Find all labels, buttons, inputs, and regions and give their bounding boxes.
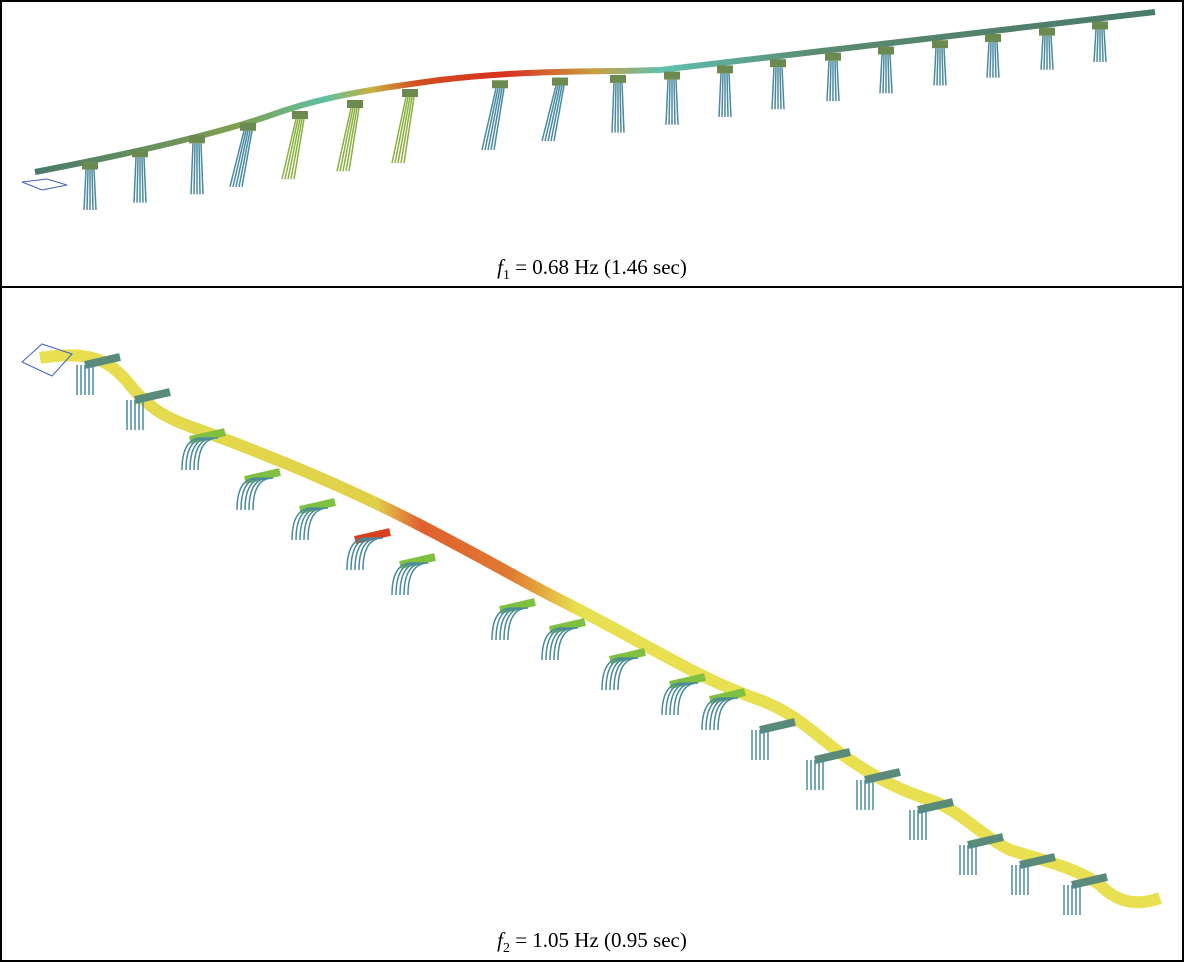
caption: f1 = 0.68 Hz (1.46 sec) — [0, 255, 1184, 284]
pier — [191, 143, 193, 194]
pier — [87, 170, 88, 210]
pier — [717, 65, 733, 73]
pier — [942, 48, 943, 85]
pier — [240, 123, 256, 131]
pier — [878, 47, 894, 55]
pier — [137, 157, 138, 202]
pier — [760, 722, 795, 730]
pier — [664, 72, 680, 80]
pier — [1097, 29, 1098, 62]
pier — [622, 83, 624, 133]
pier — [770, 59, 786, 67]
pier — [144, 157, 146, 202]
pier — [719, 73, 721, 117]
pier — [985, 34, 1001, 42]
pier — [134, 157, 136, 202]
pier — [830, 61, 831, 101]
pier — [1102, 29, 1103, 62]
pier — [1092, 21, 1108, 29]
pier — [201, 143, 203, 194]
pier — [402, 89, 418, 97]
pier — [492, 80, 508, 88]
pier — [94, 170, 96, 210]
pier — [932, 40, 948, 48]
pier — [837, 61, 839, 101]
mode-shape-2 — [22, 344, 1160, 915]
subscript: 1 — [503, 268, 510, 283]
subscript: 2 — [503, 941, 510, 956]
pier — [883, 55, 884, 94]
pier — [888, 55, 889, 94]
pier — [612, 83, 614, 133]
pier — [132, 149, 148, 157]
pier — [676, 80, 678, 125]
pier — [666, 80, 668, 125]
caption: f2 = 1.05 Hz (0.95 sec) — [0, 928, 1184, 957]
pier — [890, 55, 892, 94]
pier — [142, 157, 143, 202]
pier — [995, 42, 996, 78]
pier — [944, 48, 946, 85]
pier — [1039, 28, 1055, 36]
pier — [610, 75, 626, 83]
pier — [1094, 29, 1096, 62]
page: f1 = 0.68 Hz (1.46 sec) f2 = 1.05 Hz (0.… — [0, 0, 1184, 962]
pier — [1049, 36, 1050, 70]
pier — [825, 53, 841, 61]
pier — [990, 42, 991, 78]
mode-shape-1 — [22, 12, 1155, 210]
pier — [775, 67, 776, 109]
pier — [189, 135, 205, 143]
frame — [1, 1, 1183, 961]
pier — [199, 143, 200, 194]
pier — [772, 67, 774, 109]
pier — [987, 42, 989, 78]
pier — [1044, 36, 1045, 70]
axis-icon — [22, 179, 67, 190]
pier — [82, 162, 98, 170]
pier — [674, 80, 675, 125]
pier — [1051, 36, 1053, 70]
pier — [880, 55, 882, 94]
pier — [669, 80, 670, 125]
pier — [727, 73, 728, 117]
pier — [92, 170, 93, 210]
pier — [827, 61, 829, 101]
pier — [84, 170, 86, 210]
pier — [722, 73, 723, 117]
pier — [937, 48, 938, 85]
pier — [292, 111, 308, 119]
pier — [552, 78, 568, 86]
pier — [1041, 36, 1043, 70]
pier — [347, 100, 363, 108]
pier — [729, 73, 731, 117]
pier — [615, 83, 616, 133]
caption-text: = 0.68 Hz (1.46 sec) — [510, 255, 687, 279]
pier — [620, 83, 621, 133]
pier — [997, 42, 999, 78]
pier — [782, 67, 784, 109]
pier — [1104, 29, 1106, 62]
pier — [194, 143, 195, 194]
pier — [835, 61, 836, 101]
pier — [934, 48, 936, 85]
caption-text: = 1.05 Hz (0.95 sec) — [510, 928, 687, 952]
figure — [0, 0, 1184, 962]
pier — [780, 67, 781, 109]
